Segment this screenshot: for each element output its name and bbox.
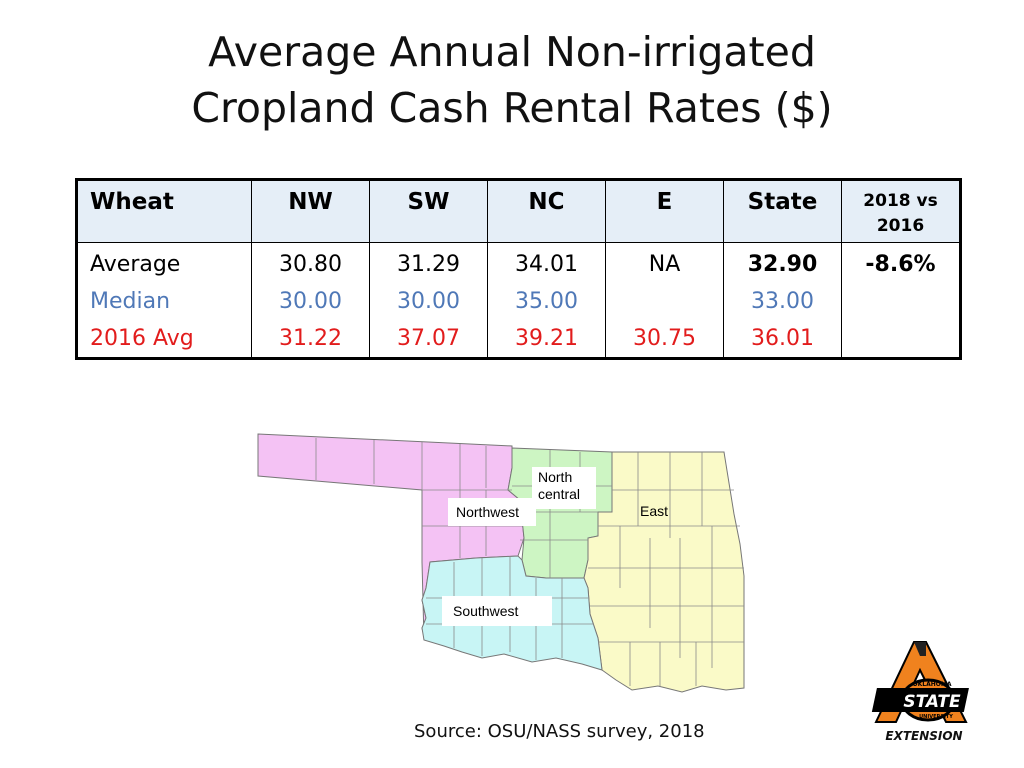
rental-rates-table: Wheat NW SW NC E State 2018 vs 2016 Aver… xyxy=(75,178,962,360)
header-change: 2018 vs 2016 xyxy=(841,179,961,243)
label-median: Median xyxy=(90,289,171,314)
change-cell: -8.6% xyxy=(841,242,961,359)
header-sw: SW xyxy=(369,179,488,243)
nc-cell: 34.01 35.00 39.21 xyxy=(487,242,606,359)
label-2016-avg: 2016 Avg xyxy=(90,326,194,351)
header-state: State xyxy=(723,179,842,243)
state-average: 32.90 xyxy=(747,252,818,277)
sw-cell: 31.29 30.00 37.07 xyxy=(369,242,488,359)
state-2016-avg: 36.01 xyxy=(751,326,814,351)
logo-oklahoma-text: OKLAHOMA xyxy=(913,681,952,688)
header-crop: Wheat xyxy=(76,179,252,243)
header-nw: NW xyxy=(251,179,370,243)
header-change-line-1: 2018 vs xyxy=(863,191,938,211)
nw-2016-avg: 31.22 xyxy=(279,326,342,351)
nc-2016-avg: 39.21 xyxy=(515,326,578,351)
label-north-central-line-1: North xyxy=(538,469,573,485)
slide-title: Average Annual Non-irrigated Cropland Ca… xyxy=(0,24,1024,136)
label-average: Average xyxy=(90,252,181,277)
title-line-1: Average Annual Non-irrigated xyxy=(208,28,816,76)
label-north-central-line-2: central xyxy=(538,486,581,502)
state-median: 33.00 xyxy=(751,289,814,314)
table-header-row: Wheat NW SW NC E State 2018 vs 2016 xyxy=(76,179,961,243)
e-cell: NA 30.75 xyxy=(605,242,724,359)
nc-median: 35.00 xyxy=(515,289,578,314)
nw-median: 30.00 xyxy=(279,289,342,314)
region-east xyxy=(583,451,745,693)
e-2016-avg: 30.75 xyxy=(633,326,696,351)
sw-median: 30.00 xyxy=(397,289,460,314)
label-northwest: Northwest xyxy=(448,498,536,526)
change-value: -8.6% xyxy=(865,252,936,277)
logo-university-text: UNIVERSITY xyxy=(919,714,953,720)
nw-average: 30.80 xyxy=(279,252,342,277)
logo-extension-text: EXTENSION xyxy=(885,729,962,743)
sw-2016-avg: 37.07 xyxy=(397,326,460,351)
nc-average: 34.01 xyxy=(515,252,578,277)
row-labels-cell: Average Median 2016 Avg xyxy=(76,242,252,359)
e-average: NA xyxy=(648,252,681,277)
title-line-2: Cropland Cash Rental Rates ($) xyxy=(191,84,833,132)
nw-cell: 30.80 30.00 31.22 xyxy=(251,242,370,359)
osu-extension-logo: STATE OKLAHOMA UNIVERSITY EXTENSION xyxy=(871,641,969,743)
header-change-line-2: 2016 xyxy=(876,216,925,236)
label-southwest: Southwest xyxy=(442,596,552,626)
header-e: E xyxy=(605,179,724,243)
oklahoma-region-map xyxy=(257,433,745,693)
header-nc: NC xyxy=(487,179,606,243)
source-note: Source: OSU/NASS survey, 2018 xyxy=(414,721,705,742)
state-cell: 32.90 33.00 36.01 xyxy=(723,242,842,359)
logo-state-text: STATE xyxy=(903,692,961,712)
label-north-central: North central xyxy=(532,467,596,509)
e-median xyxy=(606,283,723,320)
sw-average: 31.29 xyxy=(397,252,460,277)
label-east: East xyxy=(640,503,669,519)
table-row: Average Median 2016 Avg 30.80 30.00 31.2… xyxy=(76,242,961,359)
